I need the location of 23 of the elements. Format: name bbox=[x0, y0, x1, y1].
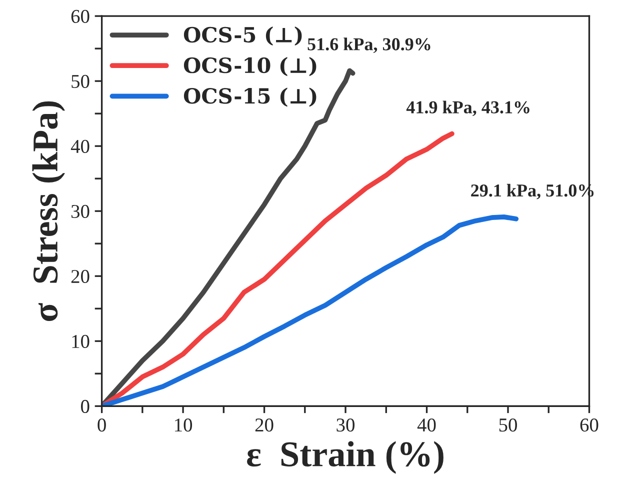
x-tick-label: 30 bbox=[336, 418, 354, 432]
legend-label: OCS-10 (⊥) bbox=[184, 57, 316, 76]
legend-label: OCS-15 (⊥) bbox=[184, 88, 316, 107]
y-tick-label: 60 bbox=[71, 10, 90, 23]
annotation: 51.6 kPa, 30.9% bbox=[308, 38, 430, 53]
y-tick-label: 30 bbox=[71, 204, 90, 218]
legend-label: OCS-5 (⊥) bbox=[184, 26, 302, 46]
y-tick-label: 40 bbox=[70, 140, 90, 154]
x-tick-label: 40 bbox=[417, 418, 436, 432]
x-tick-label: 20 bbox=[255, 418, 274, 432]
y-tick-label: 50 bbox=[72, 74, 90, 88]
x-tick-label: 0 bbox=[98, 418, 106, 432]
y-tick-label: 20 bbox=[71, 270, 90, 284]
x-tick-label: 10 bbox=[175, 418, 192, 432]
line-series bbox=[102, 214, 519, 406]
annotation: 41.9 kPa, 43.1% bbox=[406, 100, 530, 116]
x-axis-title: ε Strain (%) bbox=[247, 441, 444, 474]
line-series bbox=[102, 131, 454, 406]
x-tick-label: 50 bbox=[499, 418, 517, 432]
y-axis-title: σ Stress (kPa) bbox=[32, 101, 65, 322]
y-tick-label: 10 bbox=[72, 334, 90, 348]
y-tick-label: 0 bbox=[81, 400, 90, 414]
x-tick-label: 60 bbox=[580, 418, 598, 432]
